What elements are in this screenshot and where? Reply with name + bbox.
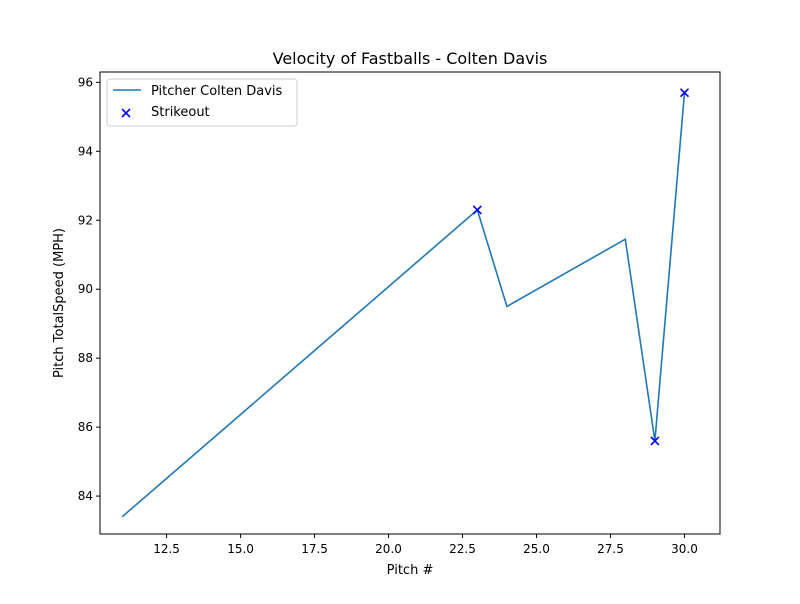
strikeout-point <box>679 88 690 98</box>
plot-frame <box>99 71 721 535</box>
x-tick-label: 17.5 <box>301 542 328 556</box>
legend-entry-line: Pitcher Colten Davis <box>151 84 283 99</box>
x-axis: 12.5 15.0 17.5 20.0 22.5 25.0 27.5 30.0 <box>153 534 698 556</box>
x-tick-label: 22.5 <box>449 542 476 556</box>
legend: Pitcher Colten Davis Strikeout <box>106 78 298 127</box>
legend-x-marker-icon <box>121 108 131 118</box>
x-tick-label: 12.5 <box>153 542 180 556</box>
y-tick-label: 88 <box>78 351 93 365</box>
x-tick-label: 30.0 <box>671 542 698 556</box>
strikeout-marker-stroke <box>650 436 660 446</box>
y-tick-label: 86 <box>78 420 93 434</box>
x-tick-label: 15.0 <box>227 542 254 556</box>
y-tick-label: 84 <box>78 489 93 503</box>
legend-entry-strikeout: Strikeout <box>151 105 210 120</box>
strikeout-point <box>472 205 482 215</box>
strikeout-marker-stroke <box>472 205 482 215</box>
y-tick-label: 96 <box>78 75 93 89</box>
x-tick-label: 25.0 <box>523 542 550 556</box>
x-tick-label: 27.5 <box>597 542 624 556</box>
strikeout-marker-stroke <box>679 88 690 98</box>
x-axis-label: Pitch # <box>387 563 434 578</box>
x-tick-label: 20.0 <box>375 542 402 556</box>
y-tick-label: 92 <box>78 213 93 227</box>
strikeout-point <box>650 436 660 446</box>
velocity-series-line <box>121 92 686 518</box>
y-axis-label: Pitch TotalSpeed (MPH) <box>52 228 67 378</box>
y-tick-label: 94 <box>78 144 93 158</box>
y-axis: 84 86 88 90 92 94 96 <box>78 75 100 503</box>
chart-title: Velocity of Fastballs - Colten Davis <box>273 49 548 68</box>
legend-box <box>106 78 298 127</box>
y-tick-label: 90 <box>78 282 93 296</box>
plot-area <box>121 88 690 518</box>
